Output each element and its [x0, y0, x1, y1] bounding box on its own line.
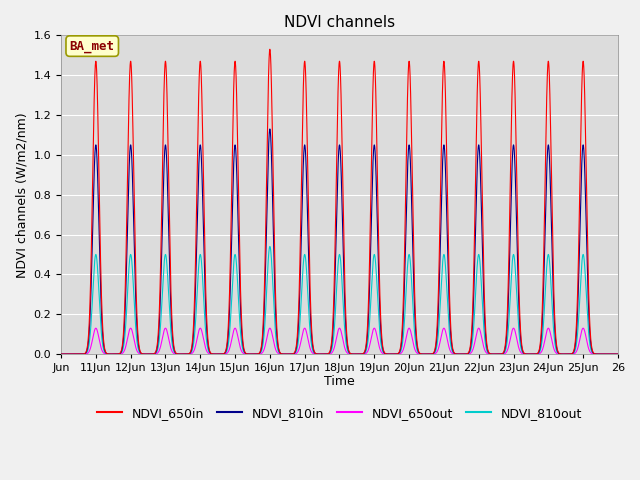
NDVI_650out — [92, 325, 100, 331]
Line: NDVI_810in: NDVI_810in — [61, 129, 618, 354]
NDVI_650in — [456, 351, 463, 357]
Line: NDVI_810out: NDVI_810out — [61, 247, 618, 354]
NDVI_650in — [321, 351, 328, 357]
Line: NDVI_650in: NDVI_650in — [61, 49, 618, 354]
NDVI_810in — [266, 126, 274, 132]
Text: BA_met: BA_met — [70, 39, 115, 53]
NDVI_650in — [196, 61, 204, 67]
NDVI_650out — [456, 351, 463, 357]
NDVI_650in — [394, 351, 402, 357]
NDVI_650out — [196, 325, 204, 331]
NDVI_650out — [614, 351, 622, 357]
NDVI_650out — [415, 351, 422, 357]
NDVI_810out — [578, 259, 586, 265]
NDVI_650in — [614, 351, 622, 357]
NDVI_810in — [456, 351, 463, 357]
NDVI_650in — [415, 348, 422, 354]
NDVI_650in — [57, 351, 65, 357]
NDVI_810in — [57, 351, 65, 357]
NDVI_650in — [266, 47, 274, 52]
NDVI_810in — [321, 351, 328, 357]
Line: NDVI_650out: NDVI_650out — [61, 328, 618, 354]
Y-axis label: NDVI channels (W/m2/nm): NDVI channels (W/m2/nm) — [15, 112, 28, 277]
NDVI_810out — [394, 351, 402, 357]
NDVI_810in — [196, 144, 204, 150]
NDVI_650in — [578, 81, 586, 87]
NDVI_810out — [415, 350, 422, 356]
NDVI_810in — [614, 351, 622, 357]
NDVI_810out — [266, 244, 274, 250]
NDVI_810in — [415, 349, 422, 355]
NDVI_810out — [196, 252, 204, 258]
NDVI_810out — [321, 351, 328, 357]
NDVI_810in — [394, 351, 402, 357]
NDVI_650out — [578, 327, 586, 333]
NDVI_810in — [578, 158, 586, 164]
NDVI_650out — [321, 351, 328, 357]
NDVI_650out — [394, 351, 402, 357]
NDVI_810out — [456, 351, 463, 357]
NDVI_810out — [57, 351, 65, 357]
X-axis label: Time: Time — [324, 374, 355, 387]
NDVI_650out — [57, 351, 65, 357]
Title: NDVI channels: NDVI channels — [284, 15, 395, 30]
Legend: NDVI_650in, NDVI_810in, NDVI_650out, NDVI_810out: NDVI_650in, NDVI_810in, NDVI_650out, NDV… — [92, 402, 587, 425]
NDVI_810out — [614, 351, 622, 357]
